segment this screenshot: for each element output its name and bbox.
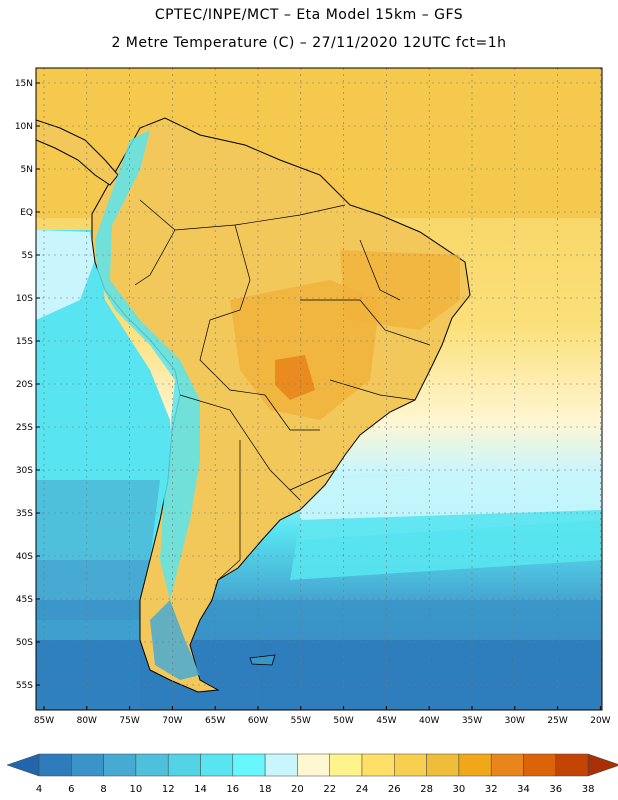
lon-tick-label: 65W	[205, 716, 225, 726]
lon-tick-label: 35W	[462, 716, 482, 726]
lat-tick-label: 45S	[16, 595, 33, 605]
colorbar-tick-label: 24	[356, 784, 369, 795]
lat-tick-label: 15S	[16, 337, 33, 347]
warm-region-central-brazil	[230, 280, 380, 420]
south-atlantic-cool-field	[290, 510, 602, 580]
colorbar-swatch	[71, 753, 104, 777]
lat-tick-label: 30S	[16, 466, 33, 476]
colorbar-swatch	[200, 753, 234, 777]
colorbar-tick-label: 22	[323, 784, 336, 795]
colorbar-tick-label: 38	[582, 784, 595, 795]
colorbar-tick-label: 30	[453, 784, 466, 795]
colorbar-swatch	[426, 753, 460, 777]
lat-tick-label: 55S	[16, 681, 33, 691]
colorbar-swatch	[232, 753, 266, 777]
colorbar-tick-label: 36	[549, 784, 562, 795]
warm-region-northeast-brazil	[340, 250, 460, 330]
colorbar-tick-label: 10	[130, 784, 143, 795]
chart-title-line-2: 2 Metre Temperature (C) – 27/11/2020 12U…	[111, 35, 507, 51]
lon-tick-label: 60W	[248, 716, 268, 726]
longitude-axis: 85W 80W 75W 70W 65W 60W 55W 50W 45W 40W 35W 30W 25W 2…	[34, 706, 611, 726]
pacific-coastal-field	[36, 230, 95, 320]
map-plot-area	[36, 68, 602, 710]
colorbar-swatch	[394, 753, 427, 777]
graticule	[36, 68, 602, 710]
lon-tick-label: 55W	[291, 716, 311, 726]
colorbar-tick-label: 16	[226, 784, 239, 795]
colorbar-tick-label: 4	[36, 784, 42, 795]
colorbar-tick-label: 6	[68, 784, 74, 795]
colorbar-tick-label: 26	[388, 784, 401, 795]
hot-spot-mato-grosso	[275, 355, 315, 400]
chart-title-line-1: CPTEC/INPE/MCT – Eta Model 15km – GFS	[154, 7, 464, 23]
colorbar-swatch	[555, 753, 589, 777]
colorbar	[6, 753, 618, 777]
lon-tick-label: 50W	[333, 716, 353, 726]
lon-tick-label: 85W	[34, 716, 54, 726]
colorbar-tick-label: 32	[485, 784, 498, 795]
colorbar-tick-label: 12	[162, 784, 175, 795]
colorbar-swatch	[458, 753, 492, 777]
colorbar-max-arrow	[587, 753, 618, 777]
colorbar-swatch	[361, 753, 395, 777]
falkland-islands	[249, 654, 276, 666]
colorbar-swatch	[135, 753, 169, 777]
lat-tick-label: 25S	[16, 423, 33, 433]
colorbar-swatch	[523, 753, 557, 777]
colorbar-tick-label: 20	[291, 784, 304, 795]
lon-tick-label: 80W	[77, 716, 97, 726]
colorbar-min-arrow	[6, 753, 40, 777]
colorbar-tick-label: 8	[100, 784, 106, 795]
lon-tick-label: 40W	[419, 716, 439, 726]
colorbar-tick-label: 14	[194, 784, 207, 795]
lat-tick-label: 10S	[16, 294, 33, 304]
colorbar-tick-labels: 4 6 8 10 12 14 16 18 20 22 24 26 28 30 32 34 36 38	[36, 784, 595, 795]
southern-ocean-cold-field	[36, 640, 602, 710]
lat-tick-label: 20S	[16, 380, 33, 390]
lon-tick-label: 25W	[547, 716, 567, 726]
colorbar-tick-label: 28	[420, 784, 433, 795]
lat-tick-label: 5N	[21, 165, 33, 175]
colorbar-swatch	[103, 753, 137, 777]
lat-tick-label: 40S	[16, 552, 33, 562]
lon-tick-label: 70W	[162, 716, 182, 726]
lat-tick-label: 15N	[15, 79, 33, 89]
colorbar-tick-label: 18	[259, 784, 272, 795]
lat-tick-label: 35S	[16, 509, 33, 519]
lat-tick-label: 10N	[15, 122, 33, 132]
colorbar-swatch	[490, 753, 524, 777]
lon-tick-label: 30W	[505, 716, 525, 726]
lon-tick-label: 20W	[590, 716, 610, 726]
colorbar-swatch	[264, 753, 298, 777]
lat-tick-label: 5S	[22, 251, 34, 261]
country-borders	[134, 199, 431, 581]
colorbar-swatch	[329, 753, 363, 777]
lat-tick-label: EQ	[20, 208, 33, 218]
patagonia-cold-region	[150, 600, 200, 680]
lon-tick-label: 45W	[376, 716, 396, 726]
colorbar-swatch	[297, 753, 330, 777]
andes-cold-strip	[95, 130, 200, 600]
lon-tick-label: 75W	[119, 716, 139, 726]
colorbar-swatch	[38, 753, 72, 777]
map-frame	[35, 67, 603, 711]
colorbar-swatch	[167, 753, 201, 777]
colorbar-tick-label: 34	[517, 784, 530, 795]
lat-tick-label: 50S	[16, 638, 33, 648]
latitude-axis: 15N 10N 5N EQ 5S 10S 15S 20S 25S 30S 35S 40S 45S 50S 5…	[15, 79, 40, 691]
